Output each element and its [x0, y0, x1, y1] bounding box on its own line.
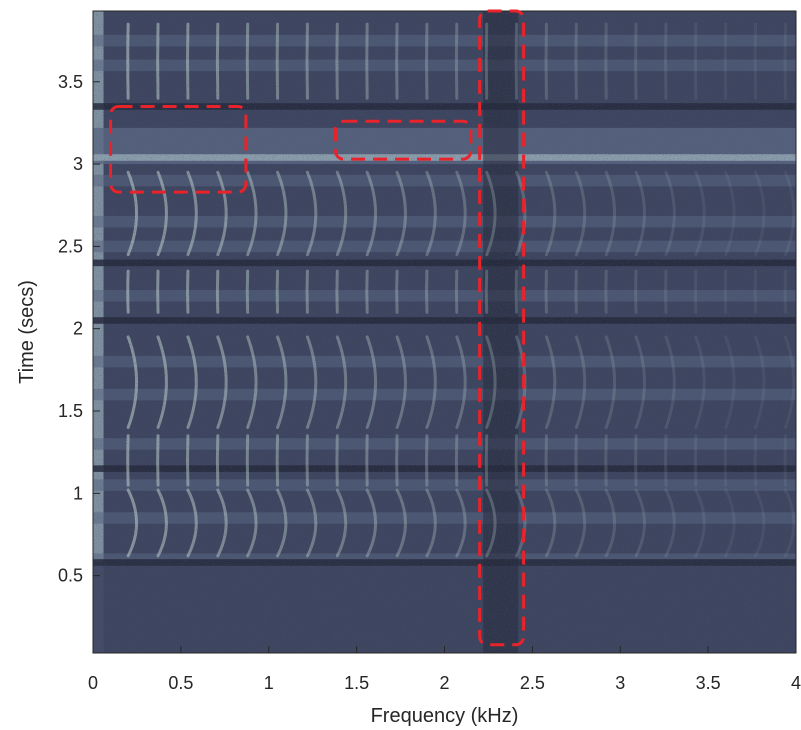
- x-tick-label: 1: [264, 673, 274, 693]
- x-tick-label: 0: [88, 673, 98, 693]
- y-axis: 0.5 1 1.5 2 2.5 3 3.5: [58, 72, 100, 586]
- y-tick-label: 2: [73, 319, 83, 339]
- x-axis-label: Frequency (kHz): [371, 705, 519, 727]
- y-tick-label: 3.5: [58, 72, 83, 92]
- highlight-box: [334, 119, 473, 161]
- y-tick-label: 3: [73, 154, 83, 174]
- y-tick-label: 0.5: [58, 566, 83, 586]
- x-tick-label: 2.5: [520, 673, 545, 693]
- x-axis: 0 0.5 1 1.5 2 2.5 3 3.5 4: [88, 646, 801, 693]
- x-tick-label: 1.5: [344, 673, 369, 693]
- x-tick-label: 3: [615, 673, 625, 693]
- highlight-box: [109, 104, 248, 194]
- y-tick-label: 1.5: [58, 401, 83, 421]
- x-tick-label: 3.5: [696, 673, 721, 693]
- x-tick-label: 0.5: [168, 673, 193, 693]
- x-tick-label: 4: [791, 673, 801, 693]
- highlight-boxes: [109, 9, 526, 647]
- highlight-box: [478, 9, 526, 647]
- plot-area: [93, 11, 796, 653]
- y-tick-label: 2.5: [58, 236, 83, 256]
- x-tick-label: 2: [439, 673, 449, 693]
- y-axis-label: Time (secs): [16, 280, 38, 384]
- y-tick-label: 1: [73, 483, 83, 503]
- spectrogram-noise: [93, 11, 796, 653]
